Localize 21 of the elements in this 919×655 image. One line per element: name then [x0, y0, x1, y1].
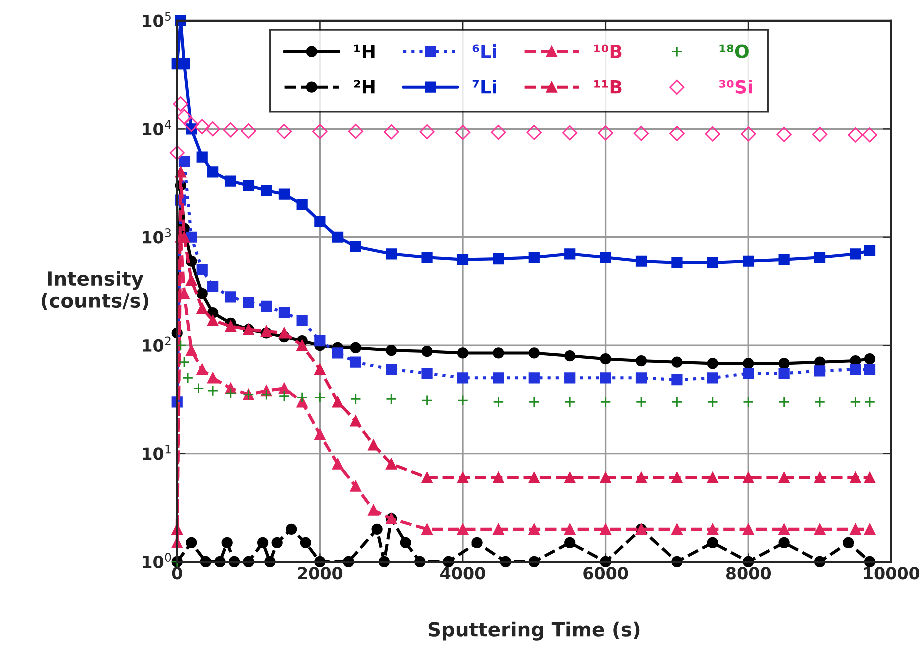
x-tick-label: 4000: [440, 567, 486, 580]
x-tick-label: 8000: [726, 567, 772, 580]
legend-label: ¹¹B: [594, 80, 622, 94]
legend-label: ²H: [354, 80, 375, 94]
legend-label: ⁷Li: [472, 80, 496, 94]
y-tick-label: 10$^{5}$: [143, 12, 171, 28]
y-axis-title: Intensity (counts/s): [42, 271, 149, 310]
legend-label: ³⁰Si: [719, 80, 752, 94]
legend-label: ¹⁰B: [594, 44, 622, 58]
y-tick-label: 10$^{3}$: [143, 228, 172, 244]
x-tick-label: 0: [172, 567, 182, 580]
y-tick-label: 10$^{4}$: [143, 120, 172, 136]
legend-label: ¹⁸O: [720, 44, 749, 58]
y-tick-label: 10$^{0}$: [143, 553, 172, 568]
x-tick-label: 2000: [298, 567, 343, 580]
x-tick-label: 6000: [584, 567, 628, 580]
y-tick-label: 10$^{1}$: [143, 445, 171, 460]
y-tick-label: 10$^{2}$: [143, 336, 171, 352]
legend-label: ¹H: [354, 44, 375, 58]
legend-label: ⁶Li: [472, 44, 496, 58]
x-axis-title: Sputtering Time (s): [428, 622, 640, 641]
